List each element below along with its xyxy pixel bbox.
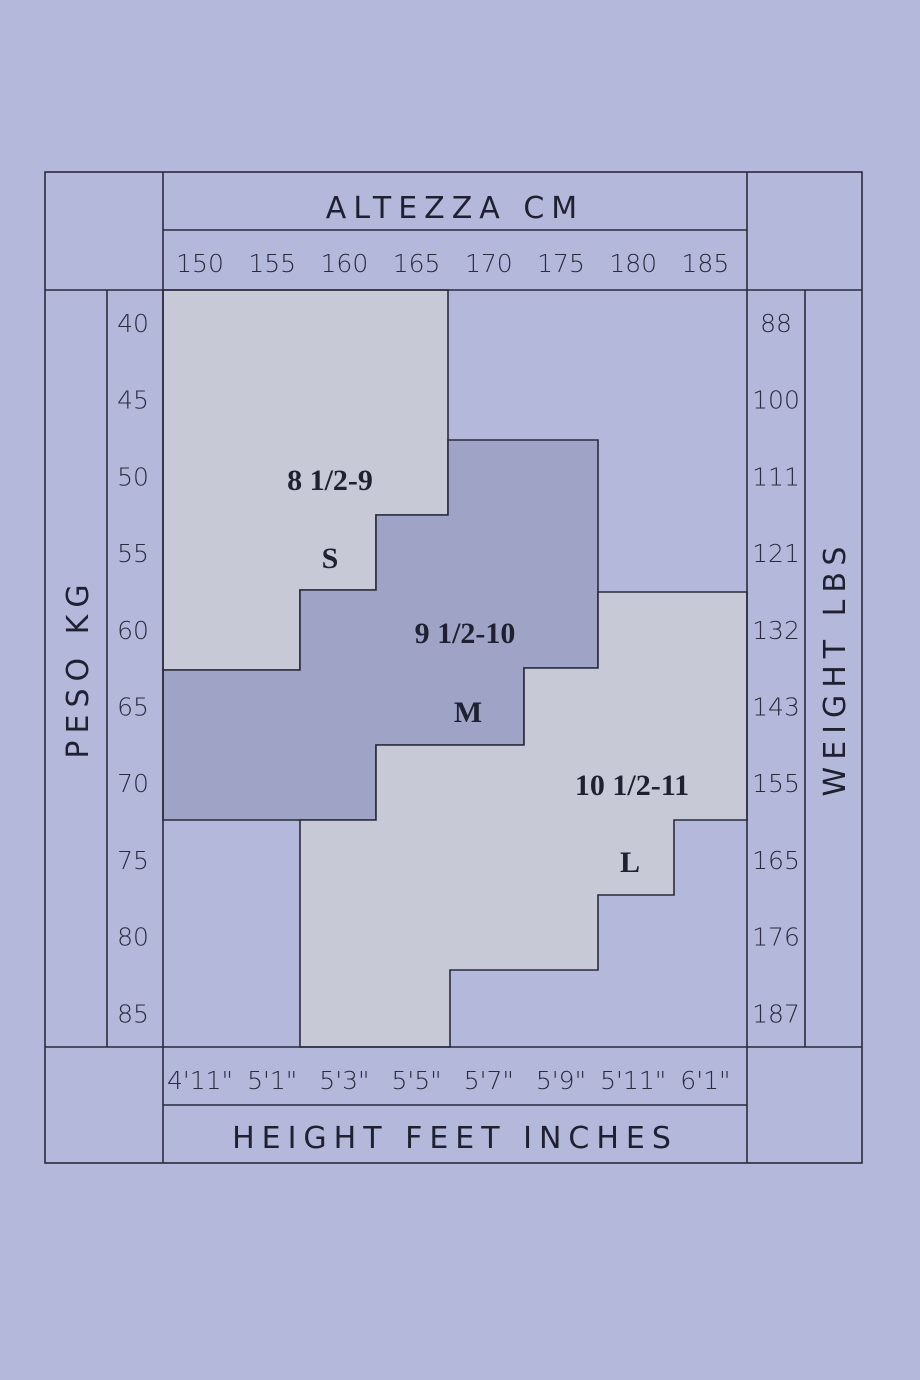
weight-lbs-tick: 155 xyxy=(752,769,800,798)
weight-kg-tick: 60 xyxy=(117,616,149,645)
weight-kg-tick: 50 xyxy=(117,462,149,491)
height-ft-tick: 6'1" xyxy=(680,1066,730,1095)
size-letter-label: L xyxy=(620,846,640,879)
weight-kg-tick: 75 xyxy=(117,846,149,875)
weight-kg-tick: 80 xyxy=(117,923,149,952)
height-ft-tick: 5'5" xyxy=(392,1066,442,1095)
height-ft-tick: 5'9" xyxy=(536,1066,586,1095)
weight-lbs-tick: 132 xyxy=(752,616,800,645)
bottom-title: HEIGHT FEET INCHES xyxy=(232,1121,678,1156)
right-title: WEIGHT LBS xyxy=(818,540,853,797)
height-ft-tick: 4'11" xyxy=(167,1066,233,1095)
left-title: PESO KG xyxy=(61,577,96,758)
height-cm-tick: 185 xyxy=(682,249,730,278)
weight-lbs-tick: 100 xyxy=(752,386,800,415)
height-ft-tick: 5'1" xyxy=(247,1066,297,1095)
weight-kg-tick: 65 xyxy=(117,693,149,722)
height-cm-tick: 170 xyxy=(465,249,513,278)
chart-frame xyxy=(44,171,863,1164)
weight-kg-tick: 70 xyxy=(117,769,149,798)
size-range-label: 8 1/2-9 xyxy=(287,464,373,497)
height-cm-tick: 165 xyxy=(393,249,441,278)
weight-kg-tick: 45 xyxy=(117,386,149,415)
height-ft-tick: 5'3" xyxy=(319,1066,369,1095)
height-cm-tick: 175 xyxy=(537,249,585,278)
weight-lbs-tick: 121 xyxy=(752,539,800,568)
weight-lbs-tick: 176 xyxy=(752,923,800,952)
weight-kg-tick: 85 xyxy=(117,999,149,1028)
height-cm-tick: 160 xyxy=(321,249,369,278)
top-title: ALTEZZA CM xyxy=(326,191,584,226)
weight-lbs-tick: 165 xyxy=(752,846,800,875)
height-ft-tick: 5'7" xyxy=(464,1066,514,1095)
weight-lbs-tick: 88 xyxy=(760,309,792,338)
height-cm-tick: 155 xyxy=(248,249,296,278)
weight-lbs-tick: 187 xyxy=(752,999,800,1028)
weight-lbs-tick: 111 xyxy=(752,462,800,491)
height-cm-tick: 180 xyxy=(609,249,657,278)
size-letter-label: S xyxy=(322,542,339,575)
size-range-label: 9 1/2-10 xyxy=(415,617,516,650)
height-ft-tick: 5'11" xyxy=(600,1066,666,1095)
weight-kg-tick: 55 xyxy=(117,539,149,568)
size-letter-label: M xyxy=(454,696,482,729)
size-range-label: 10 1/2-11 xyxy=(575,769,689,802)
weight-kg-tick: 40 xyxy=(117,309,149,338)
height-cm-tick: 150 xyxy=(176,249,224,278)
weight-lbs-tick: 143 xyxy=(752,693,800,722)
